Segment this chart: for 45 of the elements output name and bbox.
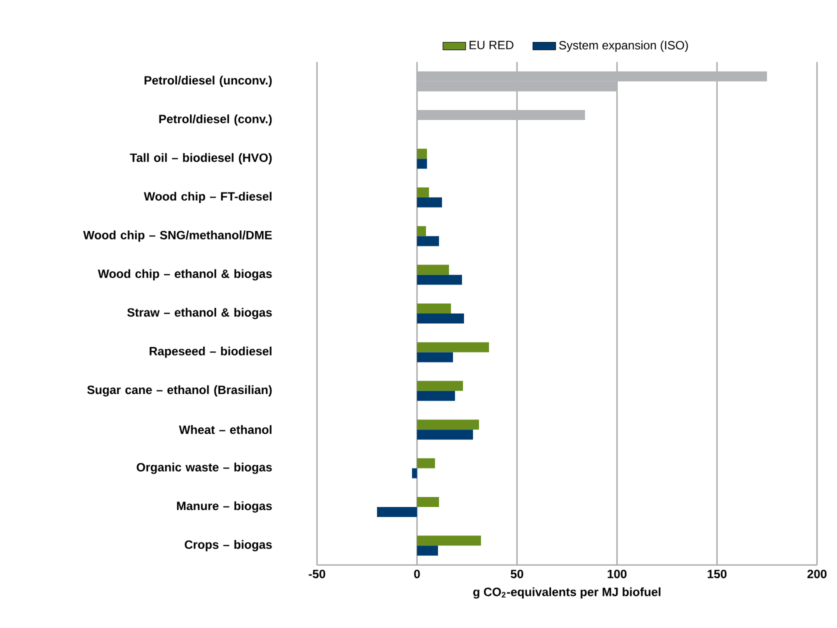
y-tick-label: Manure – biogas xyxy=(177,501,272,513)
bar xyxy=(412,468,418,478)
bar xyxy=(417,148,428,159)
x-tick-label: -50 xyxy=(308,570,326,578)
bar xyxy=(417,536,482,546)
bar xyxy=(417,264,450,275)
y-tick-label: Organic waste – biogas xyxy=(136,462,272,474)
bar xyxy=(417,546,438,556)
x-tick-label: 200 xyxy=(807,570,827,578)
y-tick-label: Sugar cane – ethanol (Brasilian) xyxy=(87,385,272,397)
bar xyxy=(417,420,480,430)
bar xyxy=(417,496,440,507)
bar xyxy=(417,458,436,468)
bar xyxy=(417,342,490,352)
y-tick-label: Wood chip – SNG/methanol/DME xyxy=(83,230,272,242)
bar xyxy=(417,226,426,236)
x-tick-label: 50 xyxy=(510,570,524,578)
bar xyxy=(417,274,462,285)
y-tick-label: Tall oil – biodiesel (HVO) xyxy=(130,153,272,164)
bar xyxy=(417,430,474,440)
bar xyxy=(417,380,464,391)
bar xyxy=(417,352,454,362)
bar xyxy=(417,110,586,120)
y-tick-label: Wheat – ethanol xyxy=(178,425,272,434)
y-tick-label: Straw – ethanol & biogas xyxy=(127,308,272,320)
legend-label: EU RED xyxy=(470,40,514,50)
bar xyxy=(417,158,428,169)
bar xyxy=(417,197,442,208)
x-tick-label: 100 xyxy=(608,570,627,578)
y-tick-label: Crops – biogas xyxy=(184,540,272,552)
x-axis-title: g CO$_{2}$-equivalents per MJ biofuel xyxy=(473,587,660,599)
bar xyxy=(417,236,440,246)
y-tick-label: Petrol/diesel (conv.) xyxy=(159,114,272,126)
x-tick-label: 0 xyxy=(414,570,420,578)
y-tick-label: Petrol/diesel (unconv.) xyxy=(144,76,272,87)
bar xyxy=(417,314,464,324)
y-tick-label: Rapeseed – biodiesel xyxy=(150,346,272,358)
legend-label: System expansion (ISO) xyxy=(559,40,688,52)
bar xyxy=(417,390,456,401)
x-tick-label: 150 xyxy=(708,570,727,578)
y-tick-label: Wood chip – FT-diesel xyxy=(144,192,272,204)
bar xyxy=(417,304,452,314)
y-tick-label: Wood chip – ethanol & biogas xyxy=(98,269,272,280)
bar xyxy=(417,187,430,198)
bar xyxy=(377,506,418,517)
